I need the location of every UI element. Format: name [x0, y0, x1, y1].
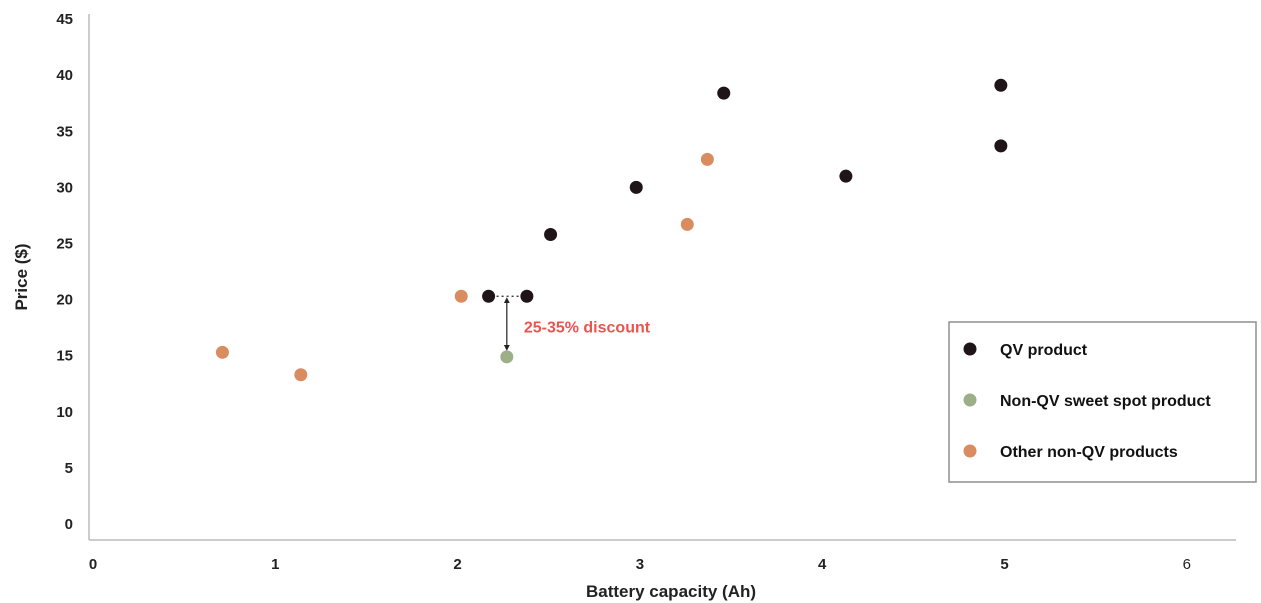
x-tick-label: 3 [636, 556, 644, 573]
data-points [215, 78, 1008, 382]
x-axis-title: Battery capacity (Ah) [586, 582, 756, 601]
y-tick-label: 10 [56, 404, 73, 421]
legend-marker-other [963, 444, 977, 458]
y-tick-label: 30 [56, 179, 73, 196]
legend-label-sweet-spot: Non-QV sweet spot product [1000, 393, 1211, 410]
y-tick-labels: 0 5 10 15 20 25 30 35 40 45 [56, 11, 73, 533]
y-tick-label: 45 [56, 11, 73, 28]
y-tick-label: 15 [56, 348, 73, 365]
data-point [294, 368, 308, 382]
data-point [520, 289, 534, 303]
y-tick-label: 5 [65, 460, 73, 477]
data-point [482, 289, 496, 303]
data-point [454, 289, 468, 303]
discount-label: 25-35% discount [524, 320, 651, 337]
legend-label-qv: QV product [1000, 342, 1088, 359]
x-tick-labels: 0 1 2 3 4 5 6 [89, 556, 1191, 573]
legend-marker-qv [963, 342, 977, 356]
x-tick-label: 1 [271, 556, 279, 573]
y-tick-label: 25 [56, 236, 73, 253]
data-point [717, 86, 731, 100]
data-point [544, 228, 558, 242]
legend-label-other: Other non-QV products [1000, 444, 1178, 461]
legend-marker-sweet-spot [963, 393, 977, 407]
y-axis-title: Price ($) [12, 243, 31, 310]
x-tick-label: 5 [1000, 556, 1008, 573]
y-tick-label: 20 [56, 292, 73, 309]
y-tick-label: 40 [56, 67, 73, 84]
data-point [680, 217, 694, 231]
data-point [994, 78, 1008, 92]
data-point [994, 139, 1008, 153]
y-tick-label: 0 [65, 516, 73, 533]
data-point [700, 152, 714, 166]
data-point [215, 345, 229, 359]
x-tick-label: 2 [453, 556, 461, 573]
data-point [629, 180, 643, 194]
x-tick-label: 4 [818, 556, 827, 573]
x-tick-label: 6 [1183, 556, 1191, 573]
discount-annotation: 25-35% discount [496, 295, 651, 351]
axes [88, 14, 1236, 541]
y-tick-label: 35 [56, 123, 73, 140]
data-point [500, 350, 514, 364]
x-tick-label: 0 [89, 556, 97, 573]
legend: QV product Non-QV sweet spot product Oth… [948, 321, 1257, 483]
data-point [839, 169, 853, 183]
legend-box [948, 321, 1257, 483]
